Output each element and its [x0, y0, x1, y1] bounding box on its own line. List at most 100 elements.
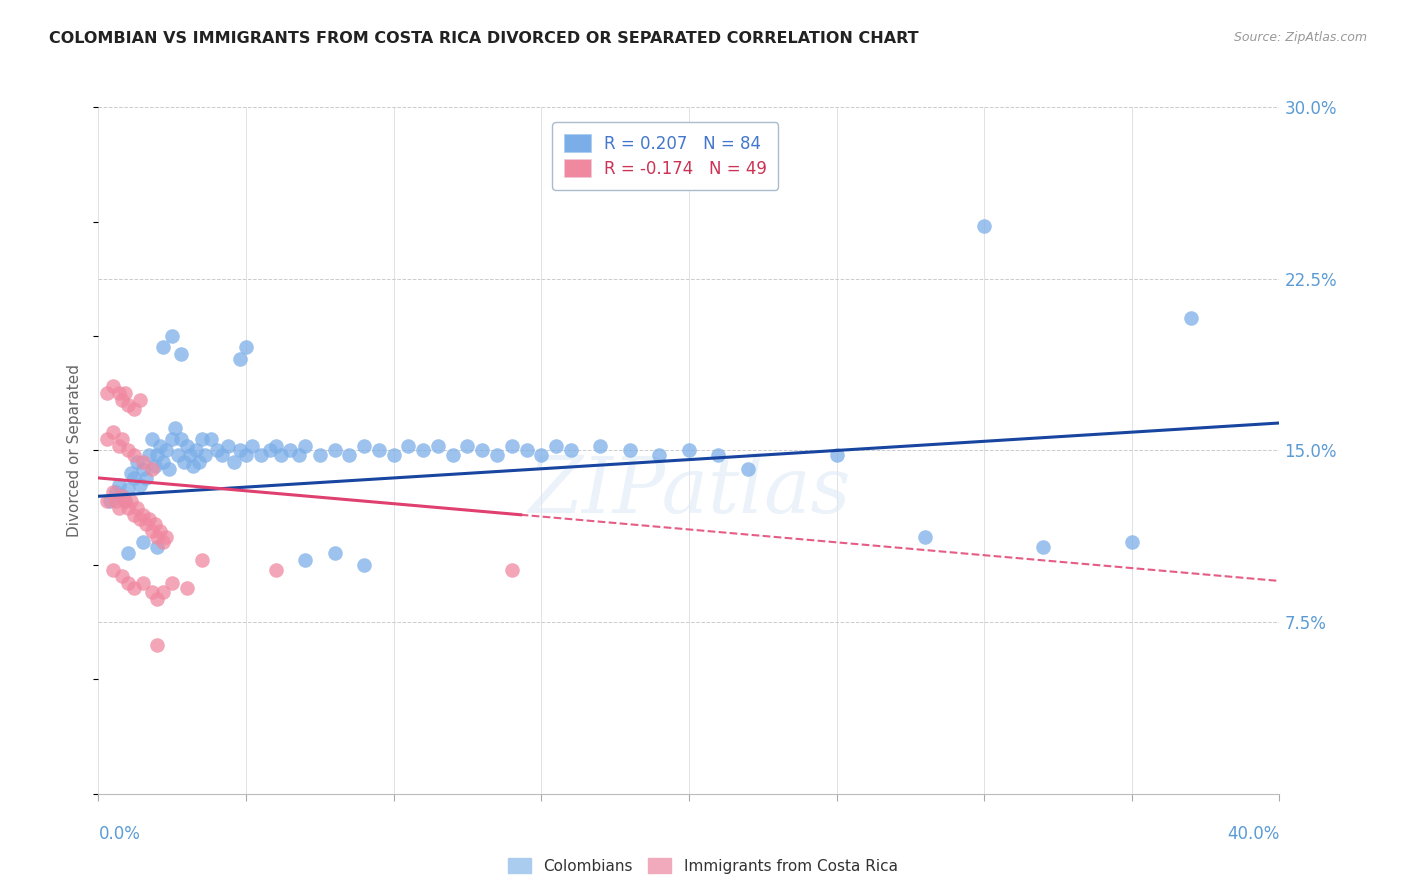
Point [323, 546, 346, 561]
Point [114, 386, 136, 401]
Point [648, 448, 671, 462]
Point [111, 489, 134, 503]
Point [162, 432, 183, 446]
Point [117, 398, 139, 412]
Point [138, 512, 160, 526]
Point [146, 638, 169, 652]
Point [111, 489, 134, 503]
Text: 40.0%: 40.0% [1227, 825, 1279, 843]
Point [229, 351, 252, 366]
Point [211, 448, 233, 462]
Point [135, 516, 157, 531]
Point [120, 493, 142, 508]
Point [152, 340, 174, 354]
Point [176, 439, 198, 453]
Point [368, 443, 391, 458]
Point [456, 439, 478, 453]
Point [132, 576, 155, 591]
Point [412, 443, 434, 458]
Point [103, 425, 125, 439]
Point [486, 448, 509, 462]
Point [170, 432, 193, 446]
Point [619, 443, 641, 458]
Point [98, 493, 121, 508]
Point [179, 448, 201, 462]
Point [546, 439, 568, 453]
Point [128, 393, 150, 408]
Point [240, 439, 263, 453]
Point [108, 500, 131, 515]
Point [152, 535, 174, 549]
Point [339, 448, 360, 462]
Point [105, 493, 128, 508]
Text: Source: ZipAtlas.com: Source: ZipAtlas.com [1233, 31, 1367, 45]
Point [117, 500, 139, 515]
Point [132, 462, 155, 476]
Point [117, 576, 139, 591]
Point [294, 439, 316, 453]
Point [530, 448, 553, 462]
Point [162, 576, 183, 591]
Point [264, 439, 287, 453]
Point [132, 535, 155, 549]
Point [250, 448, 273, 462]
Point [191, 432, 214, 446]
Point [217, 439, 239, 453]
Point [323, 443, 346, 458]
Point [143, 459, 166, 474]
Point [149, 439, 172, 453]
Legend: Colombians, Immigrants from Costa Rica: Colombians, Immigrants from Costa Rica [502, 852, 904, 880]
Point [825, 448, 848, 462]
Legend: R = 0.207   N = 84, R = -0.174   N = 49: R = 0.207 N = 84, R = -0.174 N = 49 [553, 122, 779, 190]
Point [138, 448, 160, 462]
Point [224, 455, 246, 469]
Point [146, 448, 169, 462]
Point [155, 443, 177, 458]
Point [132, 508, 155, 522]
Point [149, 524, 172, 538]
Point [108, 386, 131, 401]
Point [128, 478, 150, 492]
Point [194, 448, 217, 462]
Point [157, 462, 180, 476]
Point [96, 386, 118, 401]
Point [353, 439, 375, 453]
Point [111, 432, 134, 446]
Point [173, 455, 195, 469]
Point [141, 524, 163, 538]
Point [181, 459, 204, 474]
Point [441, 448, 464, 462]
Point [309, 448, 332, 462]
Point [184, 443, 207, 458]
Point [205, 443, 228, 458]
Point [146, 540, 169, 554]
Point [155, 531, 177, 545]
Point [259, 443, 281, 458]
Point [264, 562, 287, 576]
Point [396, 439, 419, 453]
Point [1121, 535, 1143, 549]
Point [589, 439, 612, 453]
Point [176, 581, 198, 595]
Point [294, 553, 316, 567]
Point [1180, 310, 1202, 325]
Point [96, 432, 118, 446]
Point [114, 493, 136, 508]
Point [117, 443, 139, 458]
Point [187, 455, 209, 469]
Point [146, 592, 169, 607]
Point [122, 508, 145, 522]
Point [141, 432, 163, 446]
Point [122, 448, 145, 462]
Point [200, 432, 222, 446]
Y-axis label: Divorced or Separated: Divorced or Separated [67, 364, 83, 537]
Point [191, 553, 214, 567]
Point [170, 347, 193, 361]
Point [382, 448, 405, 462]
Text: ZIPatlas: ZIPatlas [527, 453, 851, 530]
Point [1032, 540, 1054, 554]
Point [278, 443, 302, 458]
Point [737, 462, 759, 476]
Point [914, 531, 936, 545]
Point [288, 448, 311, 462]
